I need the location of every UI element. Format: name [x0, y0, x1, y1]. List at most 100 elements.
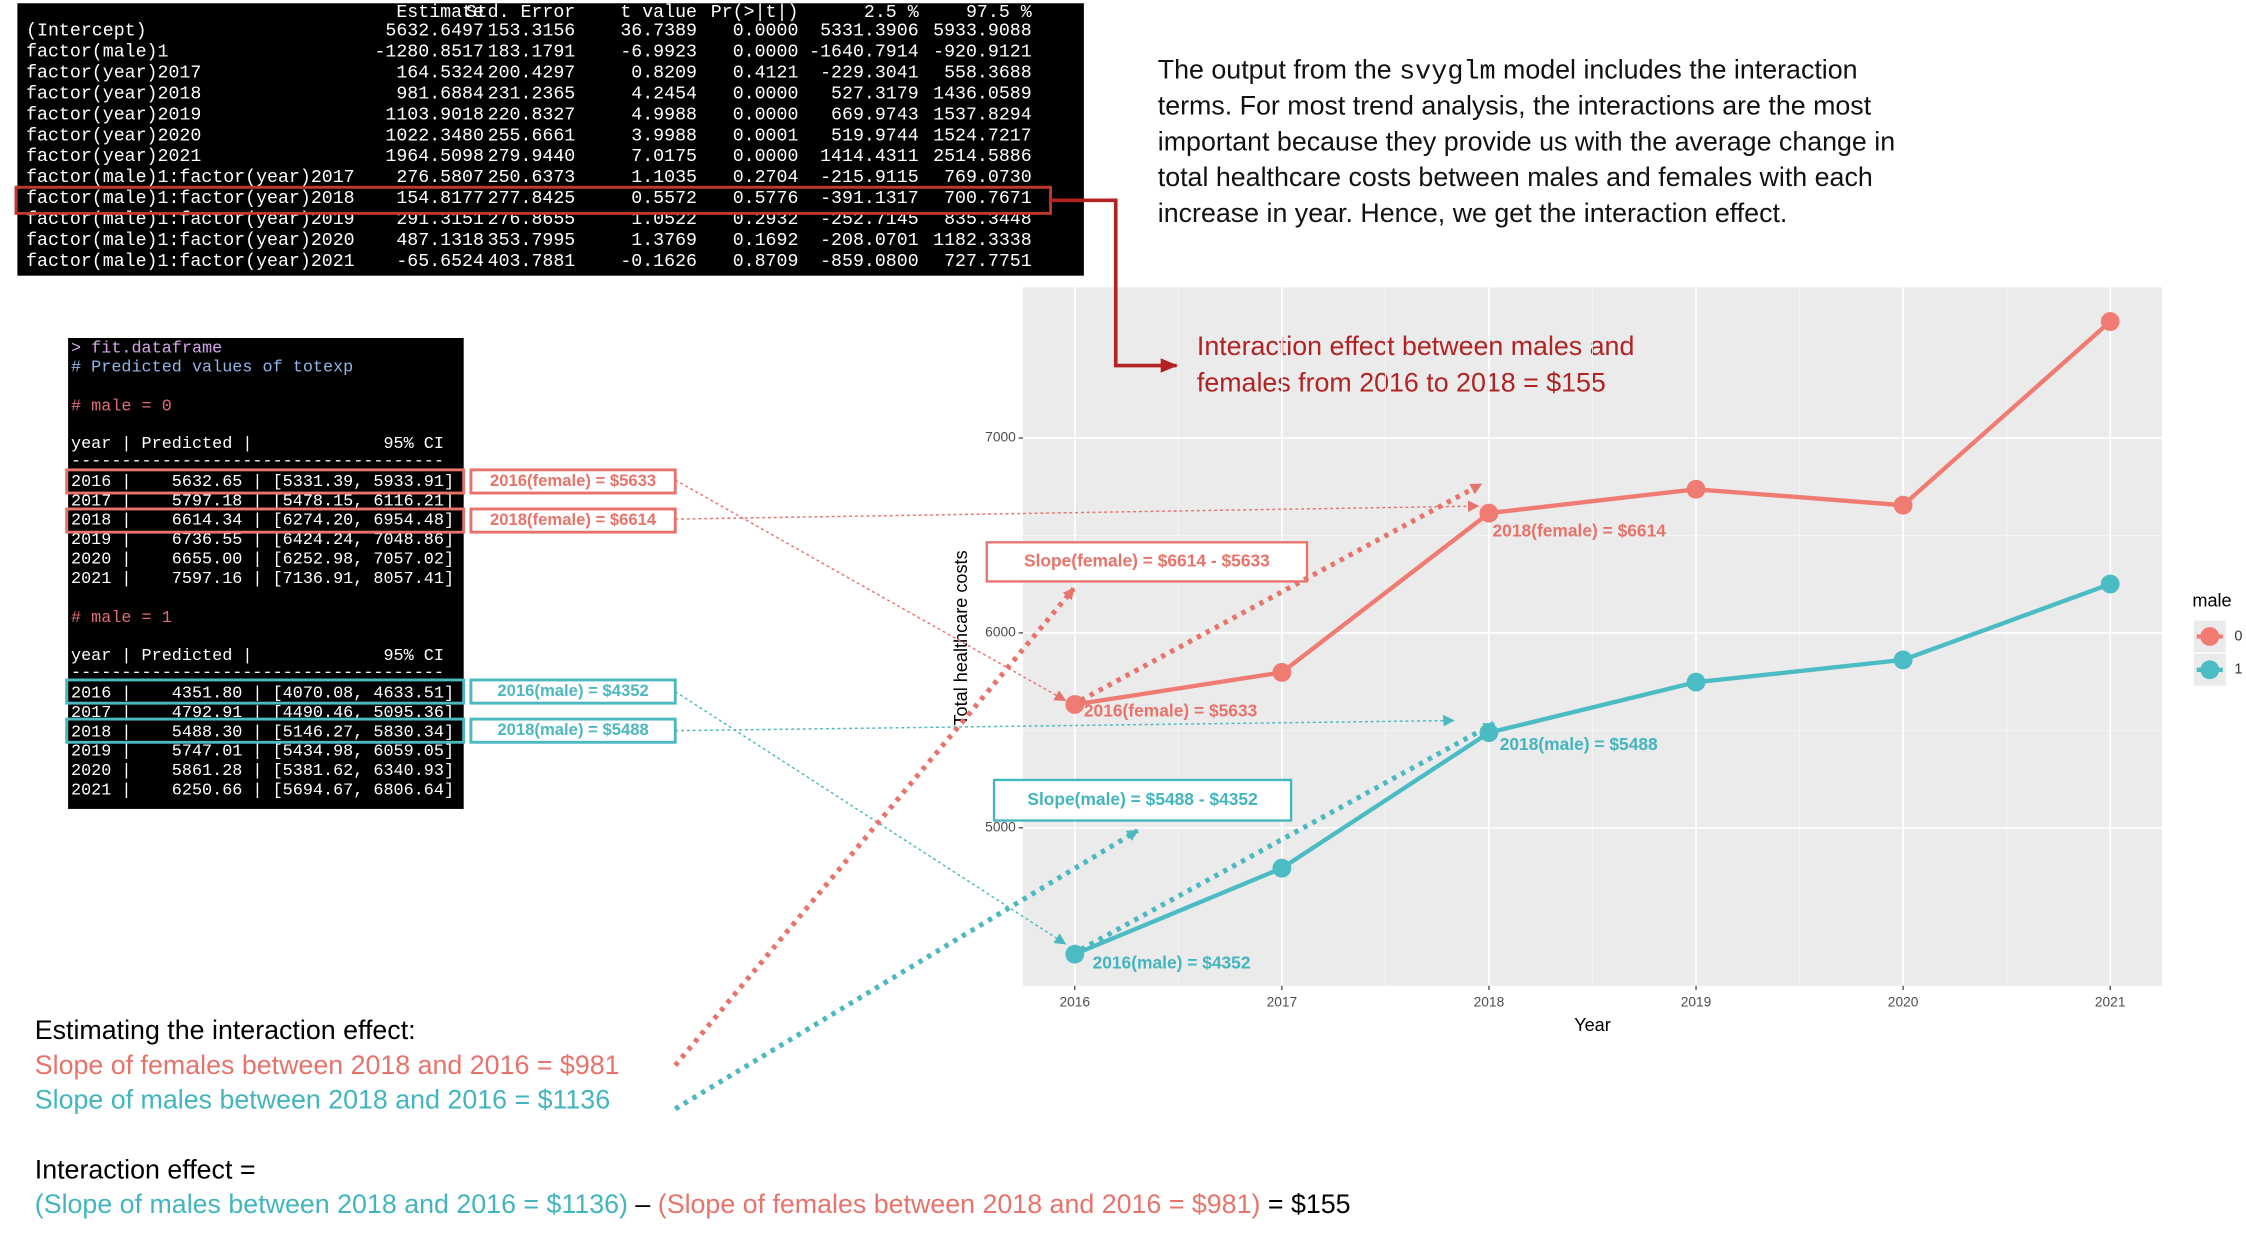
- table-cell: 255.6661: [488, 126, 576, 146]
- annotation-arrows: [14, 185, 1480, 945]
- slope-box: [985, 541, 1309, 583]
- slope-arrow: [673, 587, 1076, 1068]
- table-cell: 231.2365: [488, 84, 576, 104]
- table-cell: 1182.3338: [933, 231, 1032, 251]
- callout-label: 2016(female) = $5633: [490, 471, 656, 490]
- column-header: 97.5 %: [966, 3, 1032, 23]
- table-cell: 4.9988: [631, 105, 697, 125]
- term-name: factor(year)2020: [26, 126, 201, 146]
- data-point: [1065, 695, 1085, 714]
- table-cell: 36.7389: [620, 22, 697, 42]
- chart-annotation: 2016(female) = $5633: [1084, 700, 1258, 720]
- chart-annotation: 2018(male) = $5488: [1500, 734, 1658, 754]
- console-command: > fit.dataframe: [71, 340, 222, 359]
- data-point: [2100, 574, 2120, 594]
- table-cell: 0.2932: [733, 210, 799, 230]
- description-part: model includes the interaction: [1496, 54, 1858, 84]
- description-line: terms. For most trend analysis, the inte…: [1158, 91, 1872, 121]
- formula-part: = $155: [1260, 1189, 1350, 1219]
- callout-box: [469, 507, 677, 534]
- console-row: 2018 | 6614.34 | [6274.20, 6954.48]: [71, 512, 454, 531]
- data-point: [1272, 663, 1292, 682]
- highlight-box: [14, 185, 1052, 215]
- interaction-note: females from 2016 to 2018 = $155: [1197, 367, 1606, 397]
- table-cell: -65.6524: [396, 252, 484, 272]
- data-point: [1479, 503, 1499, 523]
- console-row: 2020 | 5861.28 | [5381.62, 6340.93]: [71, 762, 454, 781]
- legend-label: 1: [2234, 662, 2242, 678]
- data-point: [1272, 858, 1292, 878]
- console-label: # male = 0: [71, 398, 172, 417]
- table-cell: 1022.3480: [385, 126, 484, 146]
- table-cell: -1280.8517: [374, 43, 484, 63]
- data-point: [2100, 312, 2120, 331]
- legend-label: 0: [2234, 628, 2242, 644]
- x-tick-label: 2016: [1059, 995, 1090, 1010]
- elbow-arrow: [1050, 198, 1179, 373]
- female-slope: Slope of females between 2018 and 2016 =…: [35, 1050, 620, 1080]
- row-box: [65, 717, 466, 744]
- console-rule: -------------------------------------: [71, 664, 444, 683]
- regression-console: [17, 3, 1084, 276]
- table-cell: 769.0730: [944, 168, 1032, 188]
- console-row: 2021 | 6250.66 | [5694.67, 6806.64]: [71, 782, 454, 801]
- table-cell: 7.0175: [631, 147, 697, 167]
- console-label: # male = 1: [71, 609, 172, 628]
- row-box: [65, 507, 466, 534]
- table-cell: 2514.5886: [933, 147, 1032, 167]
- data-point: [1686, 672, 1706, 692]
- console-row: 2018 | 5488.30 | [5146.27, 5830.34]: [71, 723, 454, 742]
- console-header: year | Predicted | 95% CI: [71, 435, 444, 454]
- table-cell: 981.6884: [396, 84, 484, 104]
- slope-arrow: [1079, 482, 1483, 703]
- term-name: (Intercept): [26, 22, 146, 42]
- formula: (Slope of males between 2018 and 2016 = …: [35, 1189, 1351, 1219]
- description-line: increase in year. Hence, we get the inte…: [1158, 198, 1788, 228]
- table-cell: 835.3448: [944, 210, 1032, 230]
- table-cell: 5632.6497: [385, 22, 484, 42]
- slope-arrows: [673, 482, 1496, 1112]
- interaction-note: Interaction effect between males and: [1197, 331, 1634, 361]
- chart-annotation: 2016(male) = $4352: [1093, 953, 1251, 973]
- table-cell: 153.3156: [488, 22, 576, 42]
- console-rule: -------------------------------------: [71, 453, 444, 472]
- table-cell: 519.9744: [831, 126, 919, 146]
- console-comment: # Predicted values of totexp: [71, 358, 353, 377]
- legend-point: [2200, 660, 2220, 680]
- formula-part: (Slope of males between 2018 and 2016 = …: [35, 1189, 628, 1219]
- prediction-console: [68, 337, 464, 809]
- slope-arrow: [1079, 721, 1496, 952]
- x-tick-label: 2021: [2095, 995, 2126, 1010]
- table-cell: 5331.3906: [820, 22, 919, 42]
- term-name: factor(year)2021: [26, 147, 201, 167]
- chart-annotation: 2018(female) = $6614: [1493, 521, 1667, 541]
- table-cell: 0.0000: [733, 147, 799, 167]
- data-point: [1479, 723, 1499, 743]
- row-box: [65, 468, 466, 495]
- table-cell: 1414.4311: [820, 147, 919, 167]
- table-cell: 0.5572: [631, 189, 697, 209]
- slope-arrow: [673, 828, 1139, 1112]
- table-cell: 183.1791: [488, 43, 576, 63]
- table-cell: 277.8425: [488, 189, 576, 209]
- table-cell: 164.5324: [396, 64, 484, 84]
- table-cell: 700.7671: [944, 189, 1032, 209]
- table-cell: 0.0000: [733, 84, 799, 104]
- table-cell: 3.9988: [631, 126, 697, 146]
- table-cell: -252.7145: [820, 210, 919, 230]
- table-cell: 250.6373: [488, 168, 576, 188]
- data-point: [1893, 495, 1913, 515]
- x-tick-label: 2020: [1888, 995, 1919, 1010]
- row-box: [65, 678, 466, 705]
- table-cell: -208.0701: [820, 231, 919, 251]
- formula-part: (Slope of females between 2018 and 2016 …: [658, 1189, 1261, 1219]
- term-name: factor(male)1:factor(year)2021: [26, 252, 355, 272]
- table-cell: 669.9743: [831, 105, 919, 125]
- table-cell: 0.1692: [733, 231, 799, 251]
- legend-point: [2200, 627, 2220, 646]
- callout-label: 2018(male) = $5488: [497, 720, 648, 739]
- table-cell: 558.3688: [944, 64, 1032, 84]
- table-cell: 1103.9018: [385, 105, 484, 125]
- term-name: factor(male)1:factor(year)2020: [26, 231, 355, 251]
